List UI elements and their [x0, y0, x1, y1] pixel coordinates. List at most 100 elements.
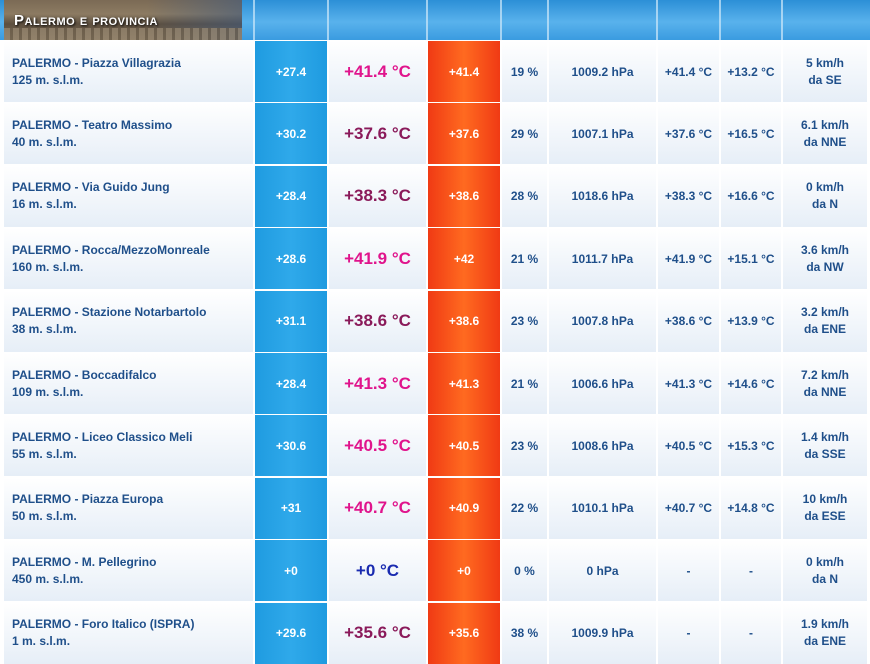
station-name[interactable]: PALERMO - Boccadifalco	[12, 367, 157, 382]
humidity: 29 %	[502, 103, 547, 165]
station-name[interactable]: PALERMO - Piazza Europa	[12, 492, 164, 507]
header-divider	[547, 0, 549, 40]
region-banner: Palermo e provincia	[4, 0, 242, 40]
max-temp: +38.6	[428, 290, 500, 352]
humidity: 0 %	[502, 540, 547, 602]
station-altitude: 450 m. s.l.m.	[12, 571, 84, 586]
table-row: PALERMO - Piazza Villagrazia 125 m. s.l.m…	[0, 41, 870, 102]
station-name[interactable]: PALERMO - Via Guido Jung	[12, 180, 170, 195]
pressure: 1006.6 hPa	[549, 353, 656, 414]
temp-tertiary: +16.6 °C	[721, 165, 781, 227]
header-divider	[327, 0, 329, 40]
min-temp: +31.1	[255, 290, 327, 352]
temp-secondary: -	[658, 602, 719, 664]
wind-direction: da NNE	[803, 134, 847, 149]
table-row: PALERMO - Stazione Notarbartolo 38 m. s.l…	[0, 290, 870, 352]
banner-photo-strip	[4, 28, 242, 40]
pressure: 1009.2 hPa	[549, 41, 656, 102]
current-temp: +41.3 °C	[329, 353, 426, 414]
table-header: Palermo e provincia	[0, 0, 870, 40]
wind-speed: 0 km/h	[805, 554, 844, 569]
wind-direction: da SSE	[804, 446, 846, 461]
station-name[interactable]: PALERMO - Teatro Massimo	[12, 117, 173, 132]
header-divider	[781, 0, 783, 40]
station-name[interactable]: PALERMO - Foro Italico (ISPRA)	[12, 617, 195, 632]
max-temp: +37.6	[428, 103, 500, 165]
wind-speed: 1.4 km/h	[800, 429, 850, 444]
wind: 10 km/h da ESE	[783, 477, 867, 539]
table-row: PALERMO - Liceo Classico Meli 55 m. s.l.m…	[0, 415, 870, 477]
pressure: 0 hPa	[549, 540, 656, 602]
wind: 1.4 km/h da SSE	[783, 415, 867, 477]
min-temp: +0	[255, 540, 327, 602]
station-cell: PALERMO - Via Guido Jung 16 m. s.l.m.	[4, 165, 253, 227]
min-temp: +29.6	[255, 602, 327, 664]
max-temp: +40.5	[428, 415, 500, 477]
station-name[interactable]: PALERMO - M. Pellegrino	[12, 554, 157, 569]
station-cell: PALERMO - Foro Italico (ISPRA) 1 m. s.l.m…	[4, 602, 253, 664]
pressure: 1007.1 hPa	[549, 103, 656, 165]
station-name[interactable]: PALERMO - Rocca/MezzoMonreale	[12, 242, 210, 257]
current-temp: +0 °C	[329, 540, 426, 602]
temp-secondary: +38.6 °C	[658, 290, 719, 352]
min-temp: +30.6	[255, 415, 327, 477]
temp-tertiary: -	[721, 540, 781, 602]
table-row: PALERMO - Rocca/MezzoMonreale 160 m. s.l.…	[0, 228, 870, 290]
station-altitude: 109 m. s.l.m.	[12, 384, 84, 399]
header-divider	[253, 0, 255, 40]
wind-speed: 3.6 km/h	[800, 242, 850, 257]
temp-tertiary: +15.3 °C	[721, 415, 781, 477]
station-altitude: 125 m. s.l.m.	[12, 72, 84, 87]
temp-tertiary: +14.8 °C	[721, 477, 781, 539]
station-cell: PALERMO - M. Pellegrino 450 m. s.l.m.	[4, 540, 253, 602]
wind: 3.2 km/h da ENE	[783, 290, 867, 352]
temp-secondary: +41.3 °C	[658, 353, 719, 414]
humidity: 38 %	[502, 602, 547, 664]
header-divider	[426, 0, 428, 40]
wind-speed: 7.2 km/h	[800, 367, 850, 382]
max-temp: +38.6	[428, 165, 500, 227]
wind-speed: 6.1 km/h	[800, 117, 850, 132]
temp-secondary: +41.9 °C	[658, 228, 719, 290]
temp-secondary: +40.7 °C	[658, 477, 719, 539]
wind-speed: 3.2 km/h	[800, 305, 850, 320]
temp-secondary: +41.4 °C	[658, 41, 719, 102]
station-name[interactable]: PALERMO - Stazione Notarbartolo	[12, 305, 207, 320]
current-temp: +40.7 °C	[329, 477, 426, 539]
min-temp: +28.4	[255, 353, 327, 414]
header-divider	[500, 0, 502, 40]
current-temp: +40.5 °C	[329, 415, 426, 477]
pressure: 1010.1 hPa	[549, 477, 656, 539]
station-cell: PALERMO - Piazza Villagrazia 125 m. s.l.m…	[4, 41, 253, 102]
current-temp: +41.9 °C	[329, 228, 426, 290]
temp-tertiary: +15.1 °C	[721, 228, 781, 290]
max-temp: +35.6	[428, 602, 500, 664]
pressure: 1008.6 hPa	[549, 415, 656, 477]
min-temp: +27.4	[255, 41, 327, 102]
pressure: 1011.7 hPa	[549, 228, 656, 290]
max-temp: +40.9	[428, 477, 500, 539]
station-altitude: 38 m. s.l.m.	[12, 322, 77, 337]
wind: 3.6 km/h da NW	[783, 228, 867, 290]
temp-secondary: +38.3 °C	[658, 165, 719, 227]
temp-secondary: +37.6 °C	[658, 103, 719, 165]
station-altitude: 55 m. s.l.m.	[12, 446, 77, 461]
humidity: 21 %	[502, 228, 547, 290]
table-row: PALERMO - Foro Italico (ISPRA) 1 m. s.l.m…	[0, 602, 870, 664]
humidity: 23 %	[502, 290, 547, 352]
wind: 0 km/h da N	[783, 540, 867, 602]
temp-secondary: -	[658, 540, 719, 602]
humidity: 22 %	[502, 477, 547, 539]
station-name[interactable]: PALERMO - Liceo Classico Meli	[12, 429, 193, 444]
wind-direction: da N	[811, 197, 838, 212]
wind: 0 km/h da N	[783, 165, 867, 227]
humidity: 28 %	[502, 165, 547, 227]
humidity: 21 %	[502, 353, 547, 414]
station-name[interactable]: PALERMO - Piazza Villagrazia	[12, 55, 181, 70]
wind-direction: da SE	[808, 72, 842, 87]
temp-tertiary: +14.6 °C	[721, 353, 781, 414]
current-temp: +38.3 °C	[329, 165, 426, 227]
table-row: PALERMO - Boccadifalco 109 m. s.l.m. +28.4…	[0, 353, 870, 414]
wind-direction: da ENE	[803, 322, 846, 337]
